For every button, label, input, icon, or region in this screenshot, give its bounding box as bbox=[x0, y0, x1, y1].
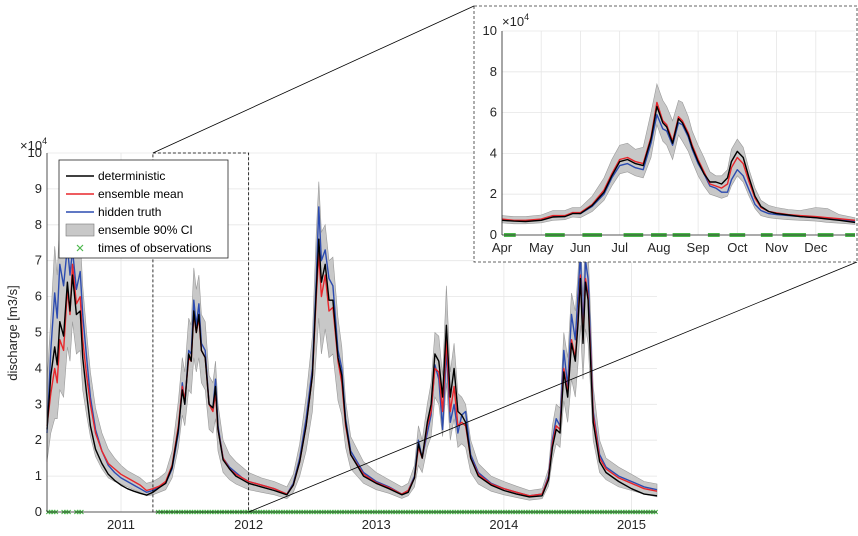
legend-label: hidden truth bbox=[98, 205, 161, 219]
legend-label: deterministic bbox=[98, 169, 165, 183]
y-tick-label: 6 bbox=[35, 289, 42, 304]
x-tick-label: Aug bbox=[647, 240, 670, 255]
x-tick-label: Jul bbox=[611, 240, 628, 255]
y-tick-label: 0 bbox=[490, 227, 497, 242]
inset-frame bbox=[473, 5, 858, 263]
x-tick-label: 2012 bbox=[234, 517, 263, 532]
x-tick-label: May bbox=[529, 240, 554, 255]
x-tick-label: 2014 bbox=[489, 517, 518, 532]
y-tick-label: 4 bbox=[35, 360, 42, 375]
connector-bottom bbox=[248, 261, 858, 513]
x-tick-label: Jun bbox=[570, 240, 591, 255]
main-x-tick-labels: 2011 2012 2013 2014 2015 bbox=[107, 517, 646, 532]
zoom-connector-lines bbox=[152, 5, 858, 513]
series-line-ensemble-mean bbox=[46, 252, 658, 497]
legend-label: times of observations bbox=[98, 241, 211, 255]
y-tick-label: 0 bbox=[35, 504, 42, 519]
inset-axes bbox=[501, 31, 855, 236]
x-tick-label: Nov bbox=[765, 240, 789, 255]
legend-swatch-marker bbox=[76, 244, 84, 252]
main-y-tick-labels: 0 1 2 3 4 5 6 7 8 9 10 bbox=[28, 145, 42, 519]
connector-top bbox=[152, 5, 475, 154]
y-tick-label: 4 bbox=[490, 145, 497, 160]
x-tick-label: Sep bbox=[687, 240, 710, 255]
ci-band-area bbox=[46, 181, 658, 501]
inset-x-tick-labels: Apr May Jun Jul Aug Sep Oct Nov Dec bbox=[492, 240, 828, 255]
main-y-exponent-value: 4 bbox=[42, 136, 47, 146]
series-line-hidden-truth bbox=[46, 206, 658, 497]
main-y-multiplier: ×10 bbox=[20, 138, 42, 153]
x-tick-label: Apr bbox=[492, 240, 513, 255]
inset-y-exponent: ×104 bbox=[502, 12, 529, 29]
y-tick-label: 8 bbox=[490, 64, 497, 79]
y-tick-label: 3 bbox=[35, 396, 42, 411]
inset-series-lines bbox=[501, 101, 856, 224]
y-tick-label: 7 bbox=[35, 253, 42, 268]
series-line-deterministic bbox=[46, 238, 658, 498]
x-tick-label: Dec bbox=[804, 240, 828, 255]
inset-ci-band bbox=[501, 82, 856, 225]
main-series-lines bbox=[46, 206, 658, 498]
legend-label: ensemble 90% CI bbox=[98, 223, 193, 237]
inset-y-tick-labels: 0 2 4 6 8 10 bbox=[483, 23, 497, 242]
inset-y-exponent-value: 4 bbox=[524, 12, 529, 22]
y-tick-label: 8 bbox=[35, 217, 42, 232]
inset-y-multiplier: ×10 bbox=[502, 14, 524, 29]
legend: deterministic ensemble mean hidden truth en… bbox=[58, 159, 229, 259]
y-tick-label: 1 bbox=[35, 468, 42, 483]
y-tick-label: 2 bbox=[35, 432, 42, 447]
main-y-exponent: ×104 bbox=[20, 136, 47, 153]
y-tick-label: 6 bbox=[490, 105, 497, 120]
main-ci-band bbox=[46, 181, 658, 501]
y-tick-label: 2 bbox=[490, 186, 497, 201]
ci-band-area bbox=[501, 82, 856, 225]
x-tick-label: Oct bbox=[727, 240, 748, 255]
series-line-deterministic bbox=[501, 105, 856, 224]
main-axes bbox=[46, 153, 657, 513]
y-tick-label: 5 bbox=[35, 325, 42, 340]
y-tick-label: 9 bbox=[35, 181, 42, 196]
y-tick-label: 10 bbox=[28, 145, 42, 160]
legend-swatch-patch bbox=[65, 223, 95, 237]
x-tick-label: 2015 bbox=[617, 517, 646, 532]
legend-label: ensemble mean bbox=[98, 187, 183, 201]
x-tick-label: 2011 bbox=[107, 517, 135, 532]
x-tick-label: 2013 bbox=[362, 517, 391, 532]
main-y-axis-label: discharge [m3/s] bbox=[5, 285, 20, 380]
y-tick-label: 10 bbox=[483, 23, 497, 38]
